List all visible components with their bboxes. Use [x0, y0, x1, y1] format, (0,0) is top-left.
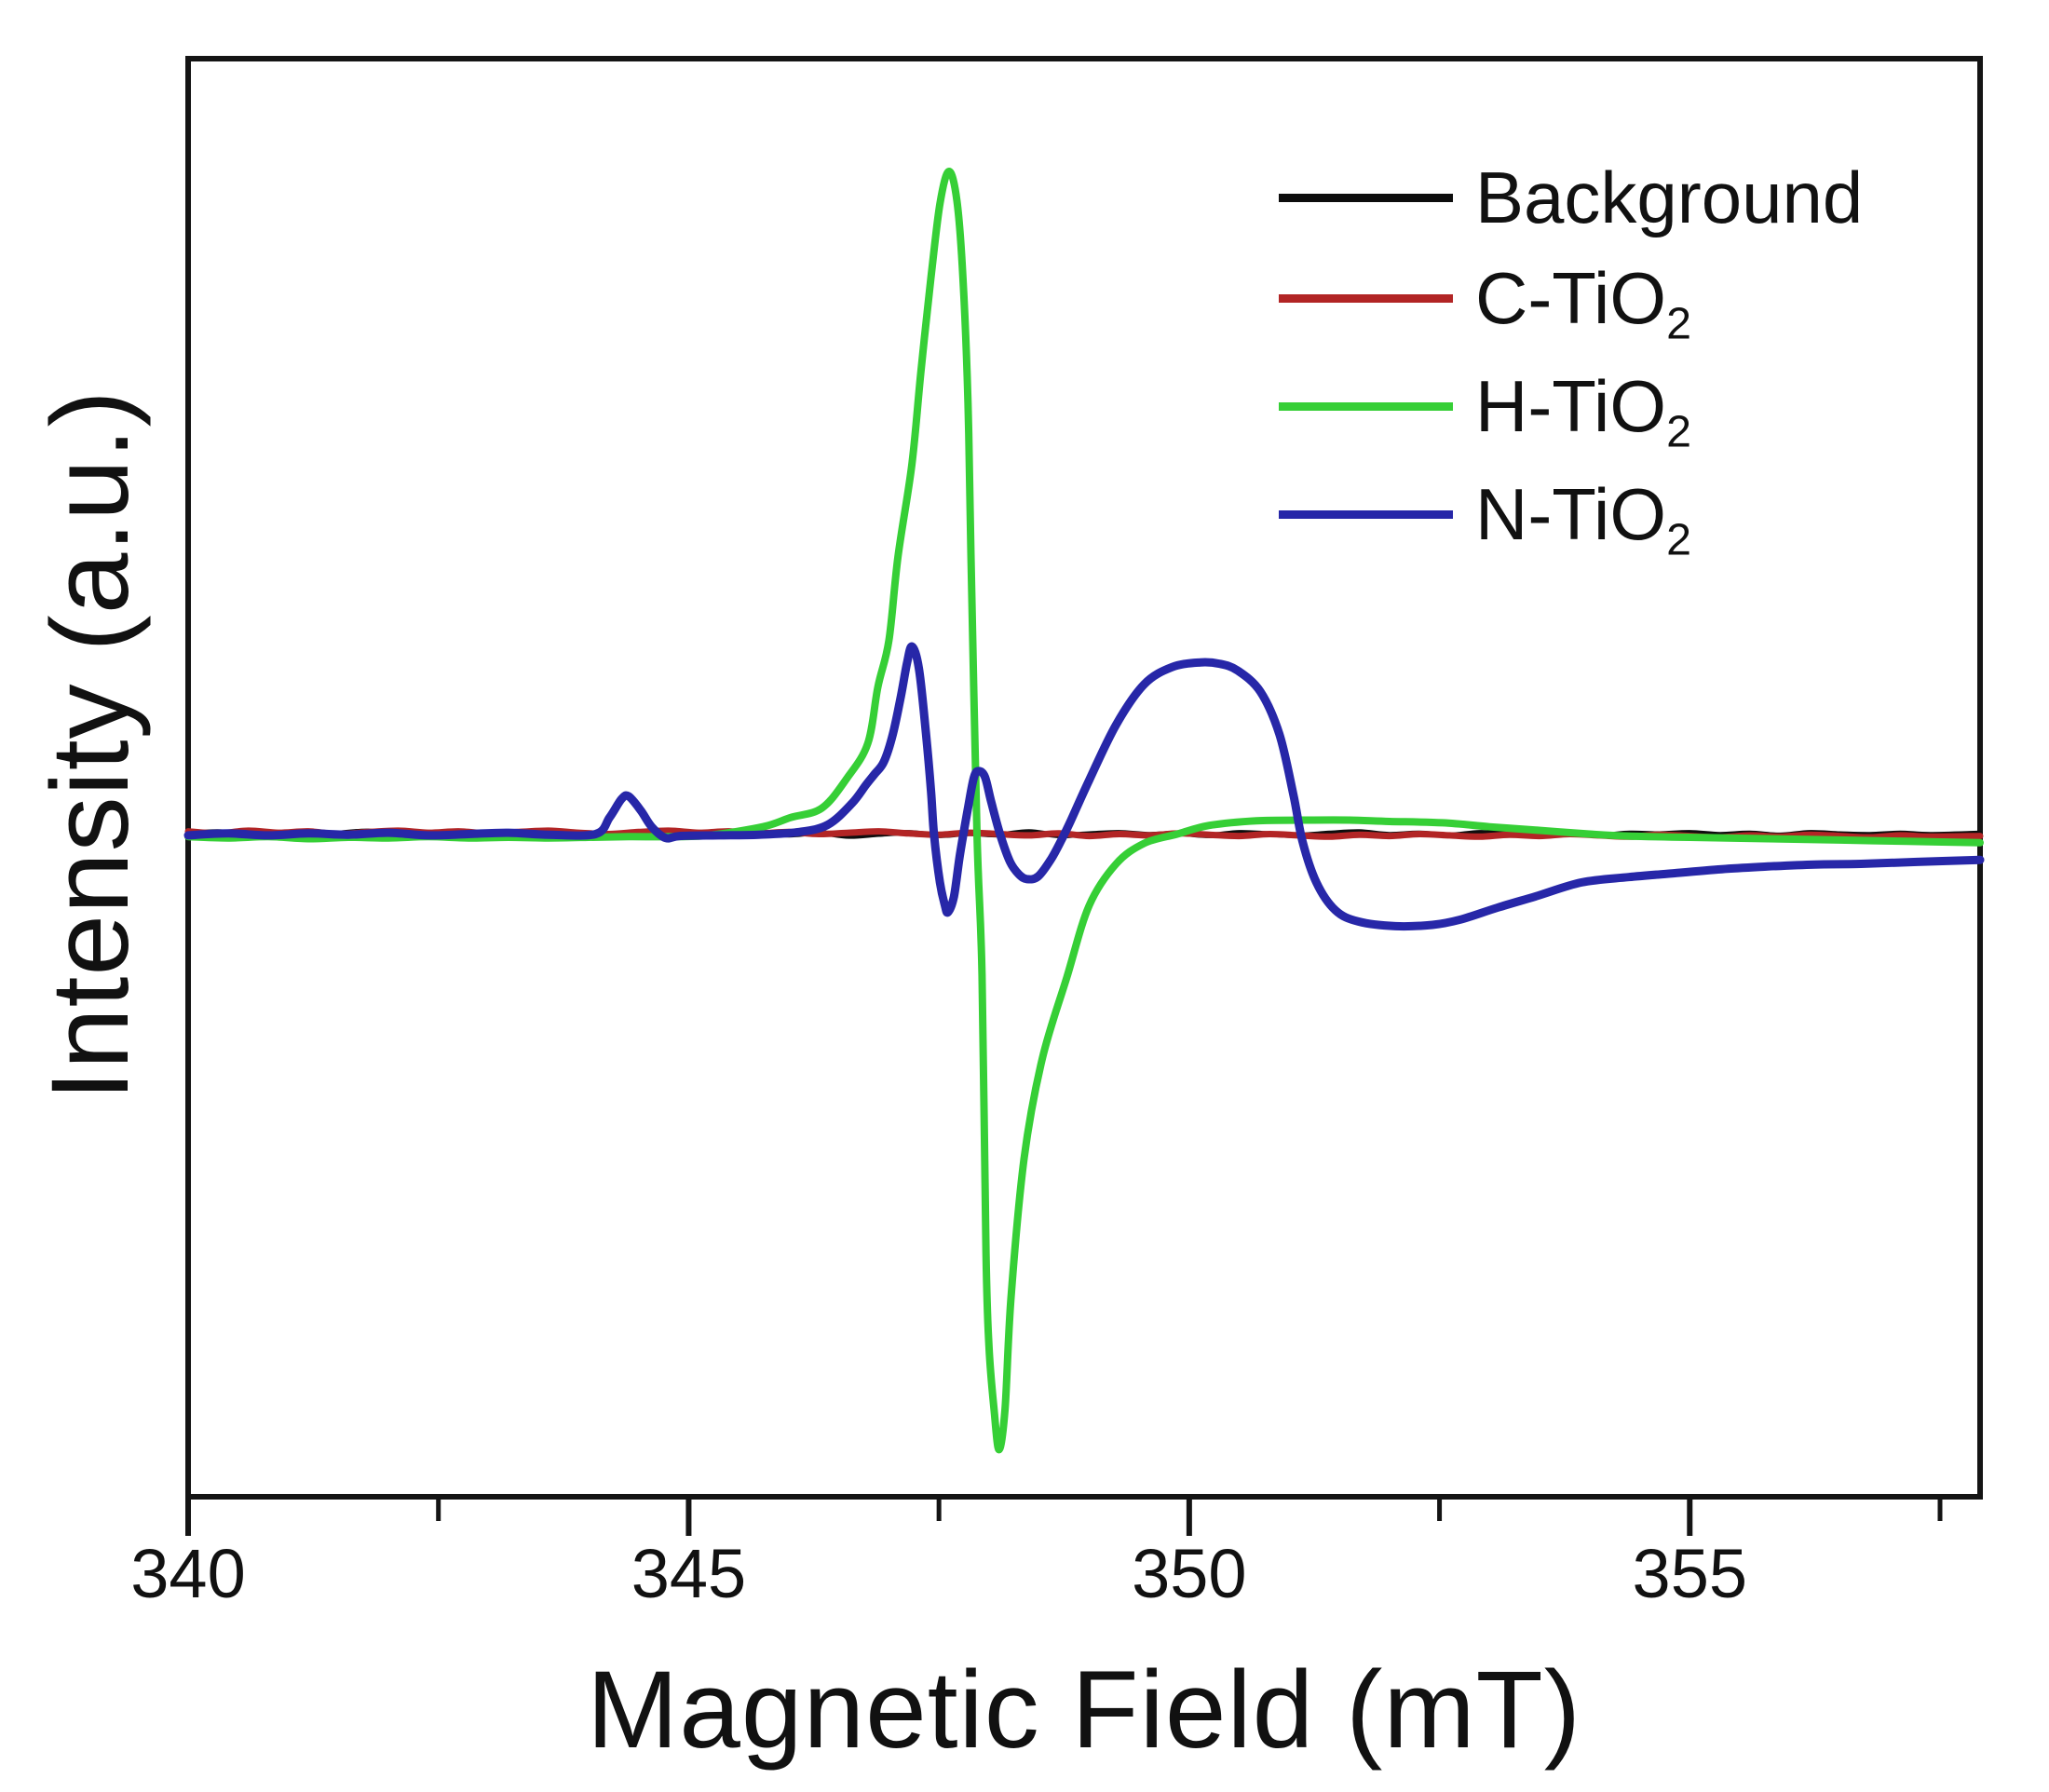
legend-swatch-background — [1279, 193, 1453, 202]
legend-label-background: Background — [1475, 156, 1864, 238]
legend-swatch-h-tio2 — [1279, 401, 1453, 411]
x-tick-label: 355 — [1633, 1535, 1747, 1612]
legend-item-h-tio2: H-TiO2 — [1279, 352, 1863, 460]
legend-item-c-tio2: C-TiO2 — [1279, 244, 1863, 352]
legend-label-n-tio2: N-TiO2 — [1475, 473, 1691, 565]
plot-frame — [185, 56, 1983, 1500]
x-tick-label: 345 — [631, 1535, 746, 1612]
x-tick-label: 340 — [130, 1535, 245, 1612]
legend-swatch-c-tio2 — [1279, 293, 1453, 303]
legend-label-h-tio2: H-TiO2 — [1475, 365, 1691, 457]
series-path-n-tio2 — [183, 642, 1985, 931]
series-path-h-tio2 — [184, 168, 1984, 1454]
x-tick-label: 350 — [1132, 1535, 1246, 1612]
legend-item-n-tio2: N-TiO2 — [1279, 460, 1863, 568]
legend-swatch-n-tio2 — [1279, 509, 1453, 519]
y-axis-title: Intensity (a.u.) — [29, 389, 152, 1101]
legend: Background C-TiO2 H-TiO2 N-TiO2 — [1279, 151, 1863, 568]
legend-item-background: Background — [1279, 151, 1863, 244]
x-axis-title: Magnetic Field (mT) — [586, 1649, 1582, 1772]
legend-label-c-tio2: C-TiO2 — [1475, 257, 1691, 349]
